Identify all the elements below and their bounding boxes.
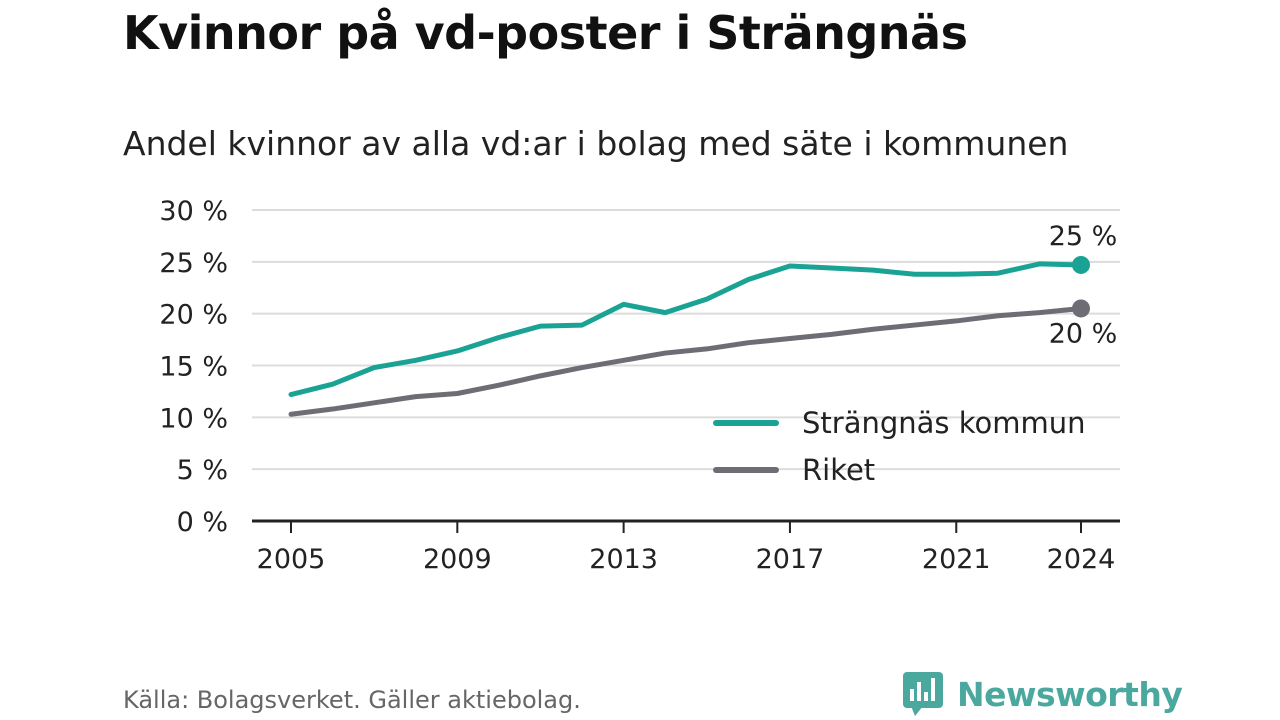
series-end-point: [1072, 255, 1090, 274]
series-end-point: [1072, 299, 1090, 318]
x-tick-label: 2017: [756, 544, 825, 575]
y-tick-label: 0 %: [177, 507, 228, 538]
brand-name: Newsworthy: [957, 674, 1183, 714]
gridlines: [252, 209, 1120, 471]
chart-title: Kvinnor på vd-poster i Strängnäs: [123, 6, 968, 60]
y-tick-label: 5 %: [177, 455, 228, 486]
series-line: [288, 305, 1084, 417]
end-value-label: 20 %: [1049, 318, 1118, 349]
end-value-label: 25 %: [1049, 221, 1118, 252]
series-lines: 20 % 25 %: [288, 221, 1118, 417]
y-tick-label: 20 %: [159, 300, 228, 331]
brand[interactable]: Newsworthy: [903, 672, 1183, 716]
x-tick-label: 2013: [589, 544, 658, 575]
x-tick-label: 2009: [423, 544, 492, 575]
legend-label: Strängnäs kommun: [802, 406, 1086, 440]
source-note: Källa: Bolagsverket. Gäller aktiebolag.: [123, 686, 581, 714]
y-tick-label: 15 %: [159, 352, 228, 383]
line-chart: 0 %5 %10 %15 %20 %25 %30 % 2005 2009 2013 2…: [159, 196, 1120, 575]
series-line: [288, 261, 1084, 398]
x-tick-label: 2021: [922, 544, 991, 575]
x-tick-label: 2005: [257, 544, 326, 575]
x-axis: 2005 2009 2013 2017 2021 2024: [252, 519, 1120, 575]
newsworthy-logo-icon: [903, 672, 943, 716]
chart-subtitle: Andel kvinnor av alla vd:ar i bolag med …: [123, 124, 1069, 163]
y-tick-label: 10 %: [159, 403, 228, 434]
legend-label: Riket: [802, 453, 875, 487]
y-tick-label: 30 %: [159, 196, 228, 227]
x-tick-label: 2024: [1047, 544, 1116, 575]
y-tick-label: 25 %: [159, 248, 228, 279]
y-axis-tick-labels: 0 % 5 % 10 % 15 % 20 % 25 % 30 %: [159, 196, 228, 538]
legend: Strängnäs kommun Riket: [713, 406, 1086, 487]
